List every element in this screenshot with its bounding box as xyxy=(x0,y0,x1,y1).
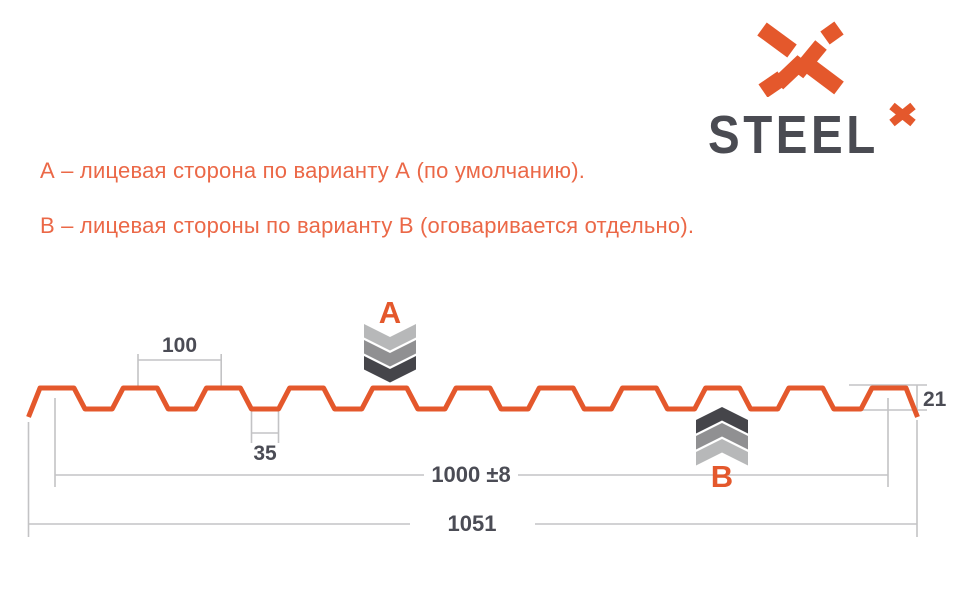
arrow-b-label: B xyxy=(711,459,733,494)
logo-x-superscript-icon xyxy=(889,102,916,127)
dim-valley-label: 35 xyxy=(253,442,277,465)
dim-height-label: 21 xyxy=(923,388,947,411)
dim-pitch-label: 100 xyxy=(162,334,197,357)
chevron-a-1 xyxy=(364,324,416,351)
chevron-b-3 xyxy=(696,439,748,466)
dim-working-width-label: 1000 ±8 xyxy=(431,462,510,487)
chevron-a-3 xyxy=(364,356,416,383)
logo-x-link-icon xyxy=(757,21,844,97)
chevron-b-1 xyxy=(696,407,748,434)
dimension-lines xyxy=(27,354,927,537)
chevron-a-2 xyxy=(364,340,416,367)
chevron-b-2 xyxy=(696,423,748,450)
brand-logo: STEEL xyxy=(700,12,930,162)
dim-overall-width-label: 1051 xyxy=(448,511,497,536)
chevrons-down-icon xyxy=(364,324,416,383)
profile-diagram: 100 35 1000 ±8 1051 21 A B xyxy=(26,295,947,537)
chevrons-up-icon xyxy=(696,407,748,466)
arrow-a-label: A xyxy=(379,295,401,330)
profile-path xyxy=(26,385,920,418)
logo-wordmark: STEEL xyxy=(708,105,879,165)
note-variant-a: А – лицевая сторона по варианту А (по ум… xyxy=(40,158,586,183)
note-variant-b: В – лицевая стороны по варианту В (огова… xyxy=(40,213,695,238)
